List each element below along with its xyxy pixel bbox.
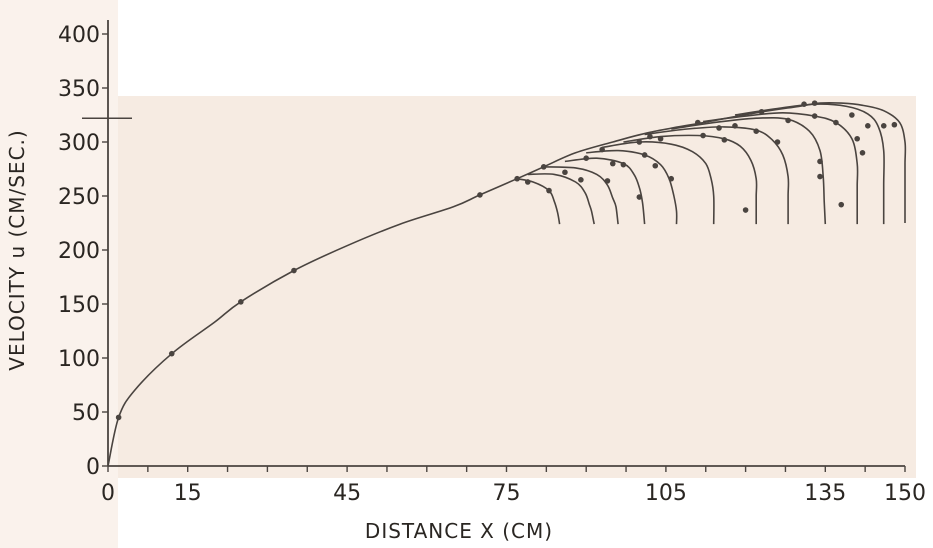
branch-curve [702, 111, 859, 225]
branch-curve [564, 157, 646, 225]
x-axis-title: DISTANCE X (CM) [365, 519, 553, 543]
y-tick-label: 100 [58, 347, 100, 372]
branch-curve [623, 134, 758, 225]
y-tick-label: 0 [86, 455, 100, 480]
data-point [609, 160, 616, 167]
data-point [604, 178, 611, 184]
data-point [620, 161, 627, 168]
data-point [636, 139, 643, 145]
data-point [753, 128, 760, 134]
data-point [291, 267, 297, 274]
data-point [562, 169, 568, 176]
branch-curve [543, 166, 619, 225]
branch-curve [734, 103, 885, 225]
y-tick-label: 300 [58, 131, 100, 156]
data-point [115, 414, 122, 421]
marker-layer [115, 100, 898, 421]
x-tick-label: 105 [645, 481, 687, 506]
x-tick-label: 15 [174, 481, 202, 506]
data-point [891, 121, 898, 128]
data-point [817, 173, 823, 180]
data-point [716, 125, 722, 131]
data-point [657, 135, 664, 142]
y-tick-label: 350 [58, 77, 100, 102]
branch-curve [671, 116, 827, 225]
envelope-curve [107, 102, 907, 467]
data-point [668, 175, 675, 182]
data-point [599, 146, 605, 153]
x-tick-label: 135 [804, 481, 846, 506]
data-point [838, 201, 845, 208]
branch-curve [601, 141, 715, 225]
data-point [477, 192, 483, 198]
data-point [854, 135, 860, 142]
data-point [694, 119, 701, 126]
data-point [546, 187, 552, 194]
y-tick-label: 400 [58, 23, 100, 48]
y-tick-label: 50 [72, 401, 100, 426]
data-point [168, 350, 175, 357]
plot-paper-background [108, 96, 916, 478]
branch-curve [516, 177, 561, 225]
data-point [652, 162, 659, 169]
data-point [849, 112, 855, 118]
y-axis-paper-strip [0, 0, 118, 548]
branch-curve [644, 126, 790, 225]
y-tick-label: 150 [58, 293, 100, 318]
data-point [774, 139, 781, 145]
data-point [700, 132, 706, 139]
data-point [817, 158, 823, 165]
branch-curve [527, 173, 595, 225]
data-point [238, 299, 244, 305]
data-point [865, 123, 871, 129]
data-point [583, 155, 589, 161]
data-point [742, 207, 749, 213]
data-point [578, 177, 584, 183]
data-point [641, 152, 648, 158]
y-tick-label: 200 [58, 239, 100, 264]
data-point [833, 119, 839, 126]
x-tick-label: 45 [333, 481, 361, 506]
x-tick-label: 0 [101, 481, 115, 506]
data-point [524, 179, 531, 185]
data-point [540, 164, 547, 170]
x-tick-label: 75 [493, 481, 521, 506]
data-point [514, 175, 520, 182]
data-point [859, 150, 866, 156]
data-point [801, 101, 807, 107]
data-point [636, 194, 643, 200]
data-point [721, 137, 728, 143]
y-tick-label: 250 [58, 185, 100, 210]
data-point [647, 133, 653, 140]
curve-layer [107, 102, 907, 467]
branch-curve [586, 149, 678, 225]
data-point [811, 113, 818, 119]
data-point [880, 123, 887, 129]
data-point [811, 100, 818, 106]
x-tick-label: 150 [884, 481, 926, 506]
data-point [758, 108, 765, 115]
data-point [785, 117, 791, 124]
data-point [732, 123, 738, 129]
y-axis-title: VELOCITY u (CM/SEC.) [5, 129, 29, 370]
axis-layer: 0 50 100 150 200 250 300 350 400 0 15 45 75 105 135 150 [58, 20, 926, 506]
